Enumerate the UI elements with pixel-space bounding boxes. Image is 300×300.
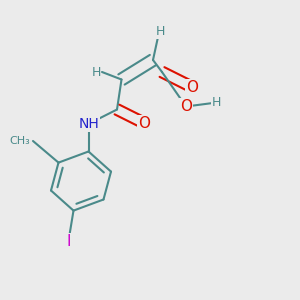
- Text: O: O: [180, 99, 192, 114]
- Text: O: O: [186, 80, 198, 94]
- Text: H: H: [91, 65, 101, 79]
- Text: O: O: [138, 116, 150, 130]
- Text: I: I: [66, 234, 71, 249]
- Text: H: H: [156, 25, 165, 38]
- Text: CH₃: CH₃: [9, 136, 30, 146]
- Text: H: H: [211, 96, 221, 109]
- Text: NH: NH: [78, 117, 99, 131]
